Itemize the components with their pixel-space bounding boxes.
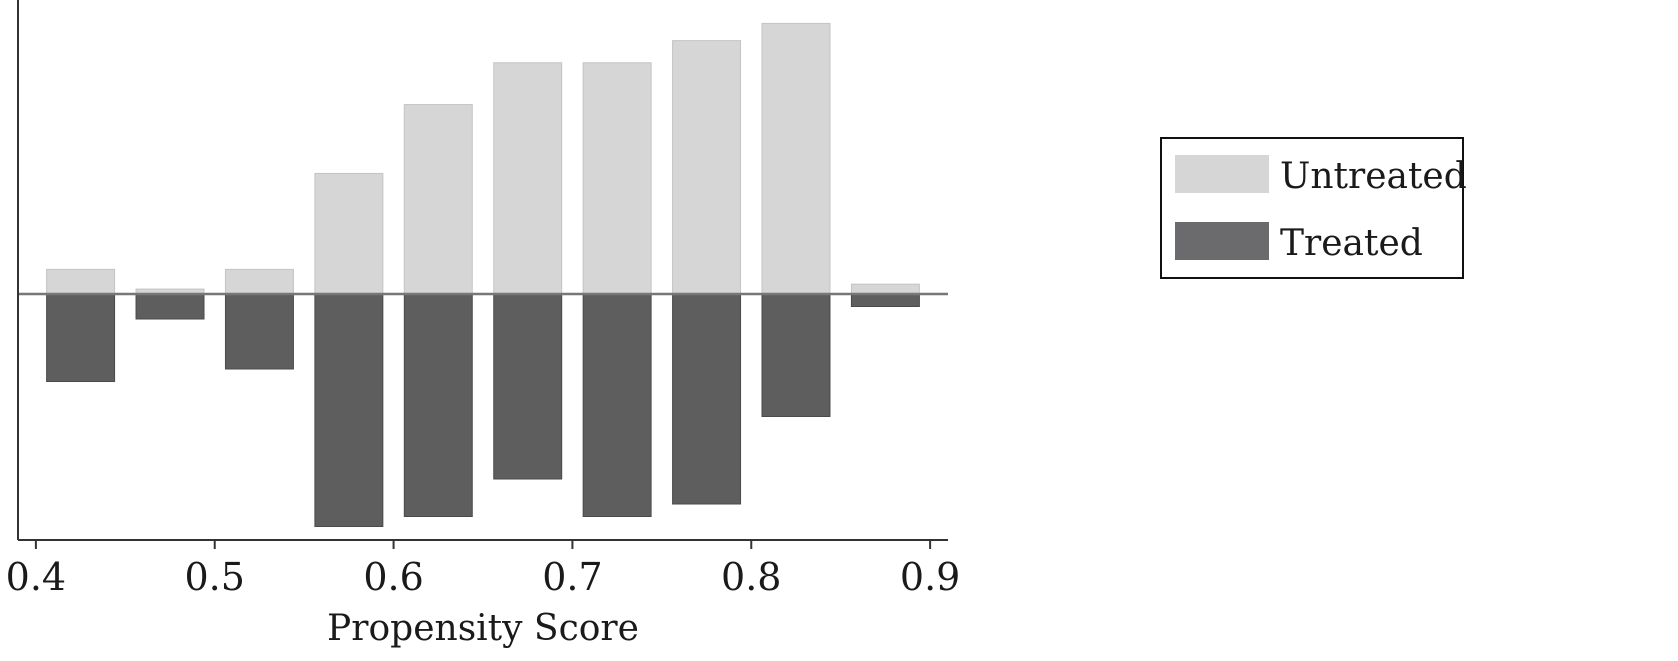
- legend: Untreated Treated: [1160, 137, 1467, 279]
- bar-untreated: [46, 268, 116, 295]
- x-tick-label: 0.8: [721, 555, 781, 599]
- bar-treated: [672, 293, 742, 505]
- treated-bars: [46, 293, 920, 527]
- x-tick-label: 0.5: [185, 555, 245, 599]
- bar-untreated: [493, 62, 563, 295]
- bar-treated: [850, 293, 920, 307]
- x-axis-ticks: 0.4 0.5 0.6 0.7 0.8 0.9: [6, 540, 960, 599]
- x-axis-title: Propensity Score: [327, 608, 639, 649]
- bar-treated: [224, 293, 294, 370]
- bar-treated: [761, 293, 831, 417]
- x-tick-label: 0.4: [6, 555, 66, 599]
- legend-label-untreated: Untreated: [1280, 156, 1467, 197]
- bar-untreated: [672, 40, 742, 295]
- x-tick-label: 0.7: [542, 555, 602, 599]
- legend-label-treated: Treated: [1280, 223, 1423, 264]
- bar-untreated: [224, 268, 294, 295]
- untreated-bars: [46, 22, 920, 295]
- bar-untreated: [314, 172, 384, 295]
- bar-untreated: [761, 22, 831, 295]
- bar-treated: [582, 293, 652, 517]
- bar-untreated: [582, 62, 652, 295]
- legend-swatch-treated: [1175, 222, 1269, 260]
- x-tick-label: 0.9: [900, 555, 960, 599]
- bar-treated: [493, 293, 563, 480]
- bar-treated: [314, 293, 384, 527]
- x-tick-label: 0.6: [363, 555, 423, 599]
- bar-treated: [403, 293, 473, 517]
- bar-untreated: [403, 104, 473, 295]
- bar-treated: [46, 293, 116, 382]
- legend-swatch-untreated: [1175, 155, 1269, 193]
- bar-untreated: [850, 283, 920, 295]
- bar-treated: [135, 293, 205, 320]
